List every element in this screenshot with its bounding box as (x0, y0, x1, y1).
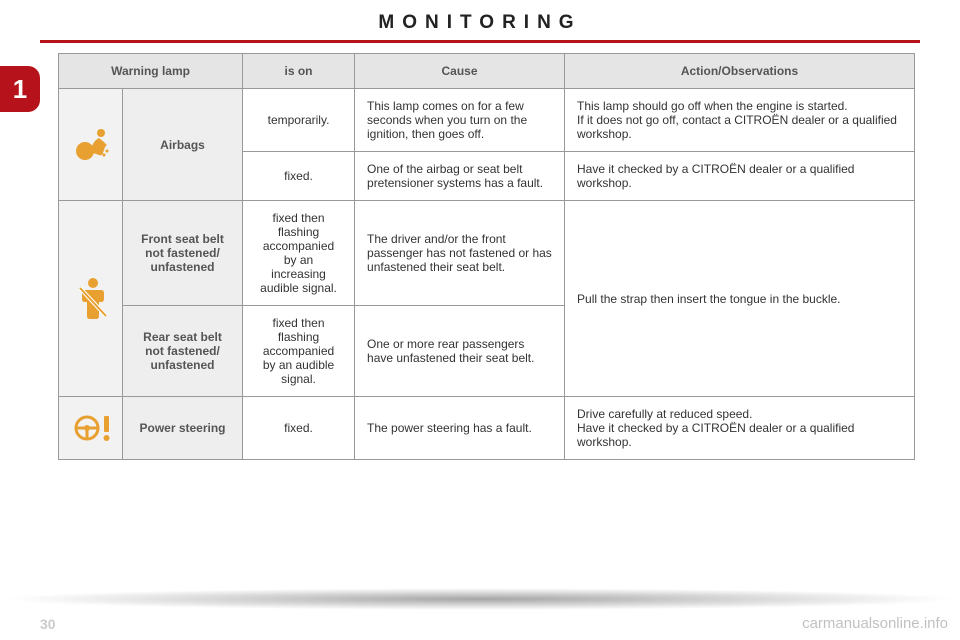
header-warning-lamp: Warning lamp (59, 54, 243, 89)
power-steering-state: fixed. (243, 397, 355, 460)
seatbelt-icon-cell (59, 201, 123, 397)
watermark: carmanualsonline.info (802, 615, 948, 632)
page-shadow (0, 588, 960, 610)
airbags-state-2: fixed. (243, 152, 355, 201)
header-cause: Cause (355, 54, 565, 89)
airbag-icon (71, 123, 115, 167)
steering-icon (71, 410, 115, 446)
rear-seatbelt-state: fixed then flashing accompanied by an au… (243, 306, 355, 397)
page-number: 30 (40, 616, 56, 632)
airbags-state-1: temporarily. (243, 89, 355, 152)
power-steering-cause: The power steering has a fault. (355, 397, 565, 460)
power-steering-label: Power steering (123, 397, 243, 460)
airbags-cause-2: One of the airbag or seat belt pretensio… (355, 152, 565, 201)
airbags-action-2: Have it checked by a CITROËN dealer or a… (565, 152, 915, 201)
table-row: Airbags temporarily. This lamp comes on … (59, 89, 915, 152)
airbag-icon-cell (59, 89, 123, 201)
airbags-cause-1: This lamp comes on for a few seconds whe… (355, 89, 565, 152)
power-steering-action: Drive carefully at reduced speed.Have it… (565, 397, 915, 460)
front-seatbelt-cause: The driver and/or the front passenger ha… (355, 201, 565, 306)
section-tab: 1 (0, 66, 40, 112)
steering-icon-cell (59, 397, 123, 460)
red-divider (40, 40, 920, 43)
table-header-row: Warning lamp is on Cause Action/Observat… (59, 54, 915, 89)
airbags-action-1: This lamp should go off when the engine … (565, 89, 915, 152)
seatbelt-action: Pull the strap then insert the tongue in… (565, 201, 915, 397)
header-is-on: is on (243, 54, 355, 89)
table-row: Power steering fixed. The power steering… (59, 397, 915, 460)
seatbelt-icon (71, 274, 115, 324)
rear-seatbelt-cause: One or more rear passengers have unfaste… (355, 306, 565, 397)
rear-seatbelt-label: Rear seat belt not fastened/ unfastened (123, 306, 243, 397)
front-seatbelt-state: fixed then flashing accompanied by an in… (243, 201, 355, 306)
header-action: Action/Observations (565, 54, 915, 89)
content: Warning lamp is on Cause Action/Observat… (58, 53, 915, 460)
front-seatbelt-label: Front seat belt not fastened/ unfastened (123, 201, 243, 306)
airbags-label: Airbags (123, 89, 243, 201)
page-title: MONITORING (0, 0, 960, 40)
warning-table: Warning lamp is on Cause Action/Observat… (58, 53, 915, 460)
table-row: Front seat belt not fastened/ unfastened… (59, 201, 915, 306)
